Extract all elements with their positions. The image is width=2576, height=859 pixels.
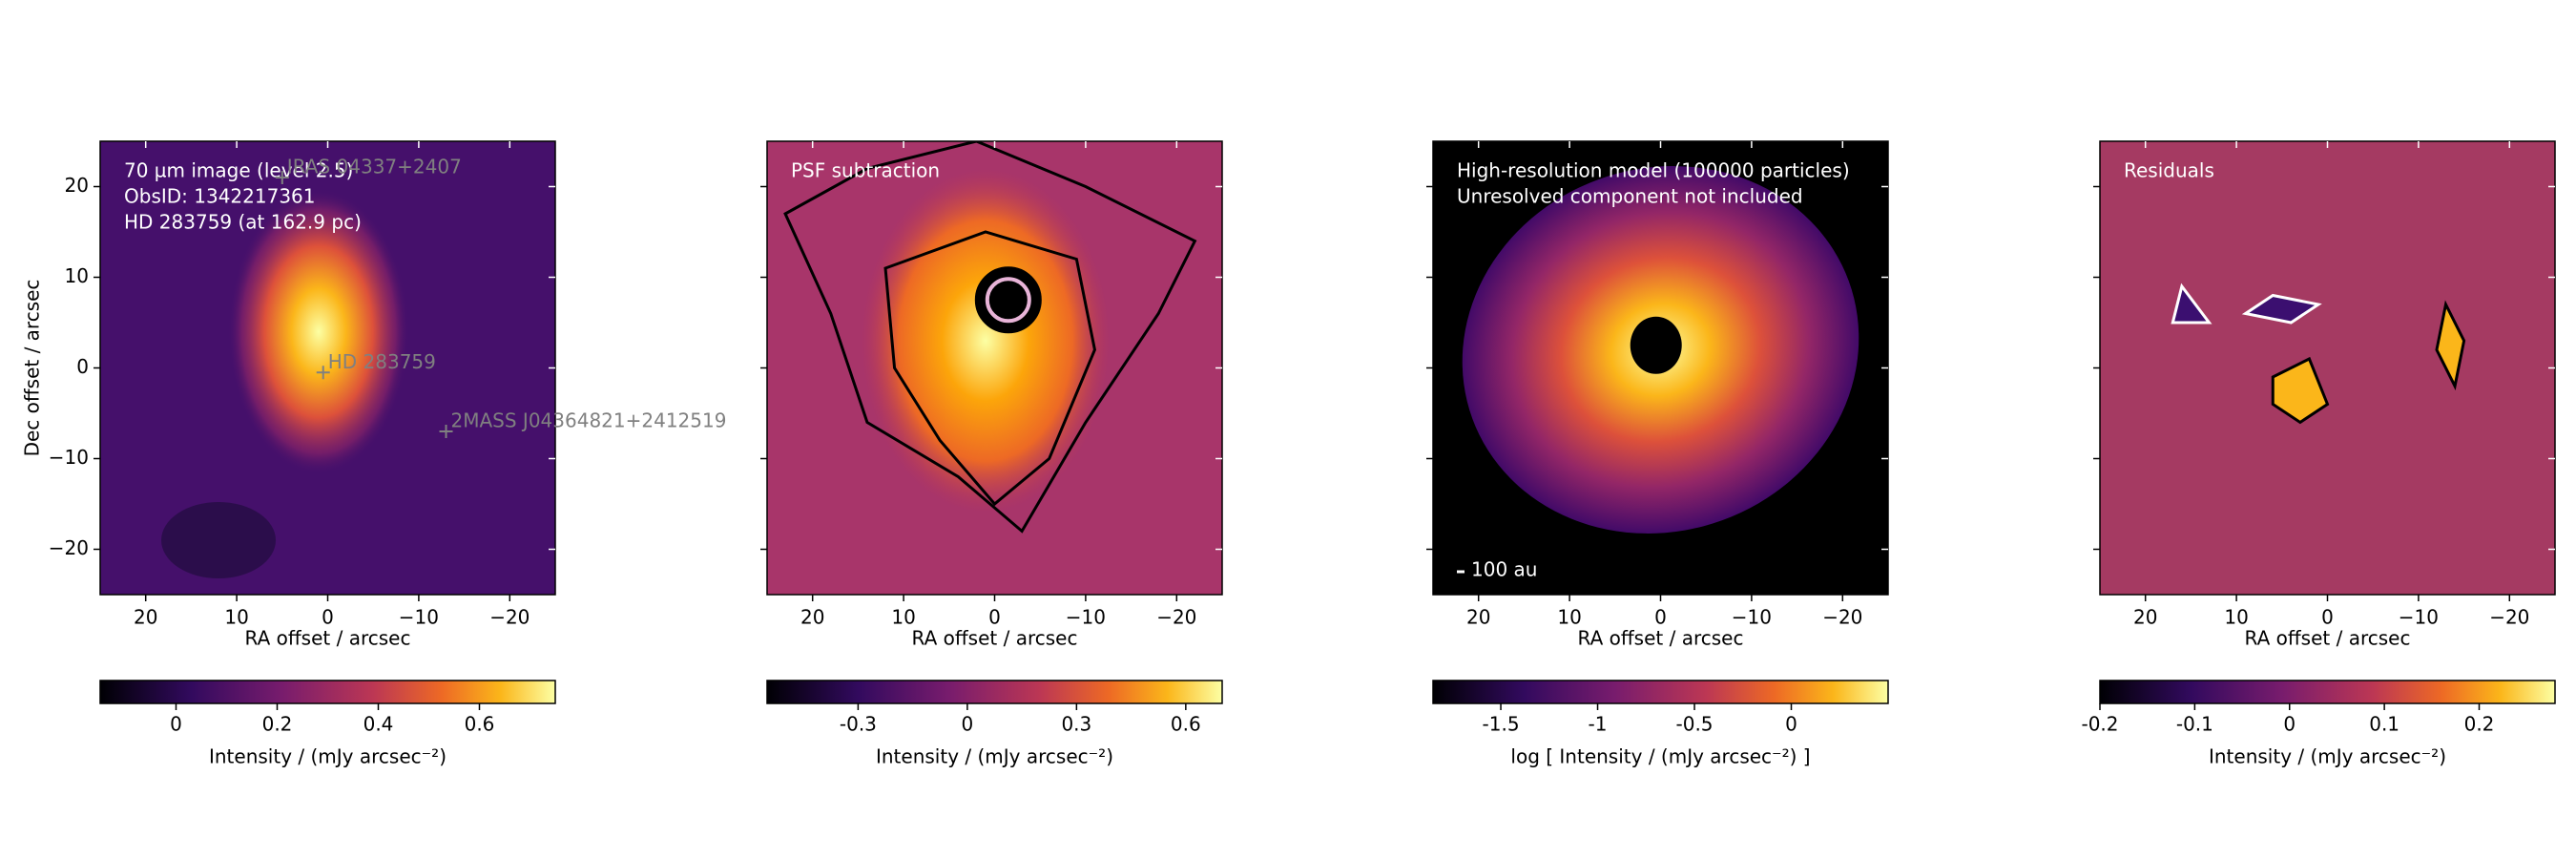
marker-label: 2MASS J04364821+2412519 xyxy=(451,409,727,432)
x-tick-label: 10 xyxy=(224,606,248,629)
colorbar-tick-label: 0 xyxy=(962,713,974,736)
x-tick-label: −20 xyxy=(2489,606,2529,629)
colorbar-tick-label: 0.1 xyxy=(2369,713,2399,736)
annotation: High-resolution model (100000 particles) xyxy=(1457,159,1850,182)
colorbar xyxy=(1432,680,1889,704)
image-emission xyxy=(861,169,1110,513)
model-hole xyxy=(1630,316,1682,374)
y-axis-label: Dec offset / arcsec xyxy=(21,280,44,457)
x-tick-label: 0 xyxy=(322,606,334,629)
colorbar-tick-label: -1 xyxy=(1589,713,1608,736)
colorbar-tick-label: -1.5 xyxy=(1483,713,1520,736)
colorbar-tick-label: 0 xyxy=(170,713,182,736)
colorbar xyxy=(99,680,556,704)
marker xyxy=(316,366,330,380)
x-tick-label: −10 xyxy=(399,606,439,629)
contour xyxy=(2435,300,2466,391)
annotation: Residuals xyxy=(2124,159,2214,182)
marker xyxy=(439,425,453,438)
image-emission xyxy=(227,188,409,475)
colorbar-tick-label: 0 xyxy=(2283,713,2296,736)
x-tick-label: −10 xyxy=(1732,606,1772,629)
y-tick-label: −20 xyxy=(49,536,89,559)
contour xyxy=(985,277,1031,324)
image-background xyxy=(2100,141,2555,595)
annotation: Unresolved component not included xyxy=(1457,185,1803,208)
x-tick-label: −20 xyxy=(1156,606,1196,629)
x-tick-label: 10 xyxy=(891,606,915,629)
contour xyxy=(883,230,1097,507)
colorbar-label: Intensity / (mJy arcsec⁻²) xyxy=(876,745,1113,768)
colorbar-tick-label: 0.2 xyxy=(262,713,293,736)
y-tick-label: 10 xyxy=(65,264,89,287)
contour xyxy=(2271,356,2330,425)
colorbar xyxy=(766,680,1223,704)
x-tick-label: 20 xyxy=(134,606,157,629)
colorbar-label: Intensity / (mJy arcsec⁻²) xyxy=(209,745,447,768)
scale-bar-label: 100 au xyxy=(1471,558,1537,581)
image-emission xyxy=(161,502,277,578)
x-tick-label: 20 xyxy=(800,606,824,629)
annotation: ObsID: 1342217361 xyxy=(124,185,316,208)
colorbar-label: Intensity / (mJy arcsec⁻²) xyxy=(2209,745,2446,768)
x-tick-label: 10 xyxy=(2224,606,2248,629)
colorbar xyxy=(2099,680,2556,704)
x-axis-label: RA offset / arcsec xyxy=(245,627,411,650)
x-tick-label: −20 xyxy=(1822,606,1862,629)
y-tick-label: −10 xyxy=(49,446,89,469)
colorbar-tick-label: -0.3 xyxy=(840,713,877,736)
colorbar-tick-label: 0 xyxy=(1785,713,1797,736)
x-axis-label: RA offset / arcsec xyxy=(912,627,1078,650)
colorbar-tick-label: 0.6 xyxy=(1171,713,1201,736)
heatmap-image xyxy=(100,141,555,595)
heatmap-image xyxy=(2100,141,2555,595)
colorbar-label: log [ Intensity / (mJy arcsec⁻²) ] xyxy=(1510,745,1810,768)
colorbar-tick-label: 0.4 xyxy=(364,713,394,736)
y-tick-label: 20 xyxy=(65,174,89,197)
heatmap-image xyxy=(1433,141,1888,595)
marker xyxy=(275,171,289,184)
x-tick-label: −10 xyxy=(2399,606,2439,629)
colorbar-tick-label: 0.3 xyxy=(1061,713,1091,736)
marker-label: HD 283759 xyxy=(328,350,436,373)
x-tick-label: 10 xyxy=(1557,606,1581,629)
colorbar-tick-label: -0.5 xyxy=(1676,713,1714,736)
x-tick-label: −10 xyxy=(1066,606,1106,629)
x-tick-label: −20 xyxy=(489,606,530,629)
heatmap-image xyxy=(767,141,1222,595)
x-tick-label: 0 xyxy=(2321,606,2334,629)
contour xyxy=(783,141,1197,534)
x-tick-label: 20 xyxy=(1466,606,1490,629)
colorbar-tick-label: -0.1 xyxy=(2176,713,2213,736)
contour xyxy=(2241,293,2322,325)
x-tick-label: 0 xyxy=(988,606,1001,629)
x-axis-label: RA offset / arcsec xyxy=(2245,627,2411,650)
x-tick-label: 20 xyxy=(2133,606,2157,629)
y-tick-label: 0 xyxy=(76,355,89,378)
colorbar-tick-label: 0.6 xyxy=(465,713,495,736)
x-tick-label: 0 xyxy=(1654,606,1667,629)
annotation: 70 µm image (level 2.5) xyxy=(124,159,353,182)
annotation: PSF subtraction xyxy=(791,159,940,182)
colorbar-tick-label: -0.2 xyxy=(2081,713,2118,736)
contour xyxy=(2171,283,2212,325)
colorbar-tick-label: 0.2 xyxy=(2464,713,2495,736)
marker-label: IRAS 04337+2407 xyxy=(287,156,462,178)
x-axis-label: RA offset / arcsec xyxy=(1578,627,1744,650)
annotation: HD 283759 (at 162.9 pc) xyxy=(124,211,362,234)
